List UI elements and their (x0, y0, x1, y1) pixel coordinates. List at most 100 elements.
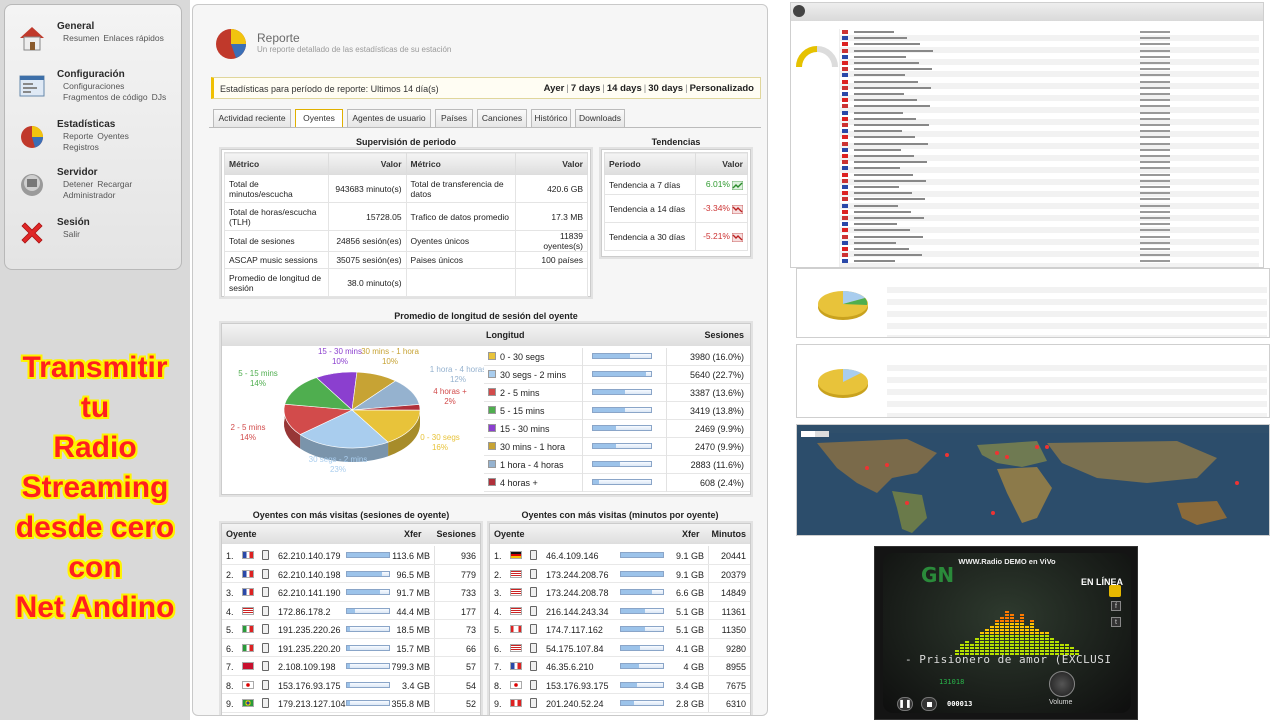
settings-window-icon[interactable] (17, 71, 47, 101)
nav-link-reporte[interactable]: Reporte (63, 131, 94, 141)
period-link-personalizado[interactable]: Personalizado (689, 83, 754, 94)
period-link-7days[interactable]: 7 days (570, 83, 601, 94)
listener-ip[interactable]: 153.176.93.175 (546, 680, 609, 691)
eq-segment (1065, 650, 1069, 652)
nav-link-djs[interactable]: DJs (151, 92, 167, 102)
eq-segment (1040, 650, 1044, 652)
thumb-flag-icon (842, 160, 848, 165)
listener-ip[interactable]: 216.144.243.34 (546, 606, 609, 617)
listener-ip[interactable]: 179.213.127.104 (278, 699, 346, 709)
eq-segment (995, 641, 999, 643)
period-link-ayer[interactable]: Ayer (543, 83, 565, 94)
listener-ip[interactable]: 174.7.117.162 (546, 625, 603, 635)
country-flag-icon (510, 680, 522, 689)
device-icon (530, 550, 537, 560)
eq-segment (1025, 647, 1029, 649)
nav-link-registros[interactable]: Registros (63, 142, 99, 152)
eq-segment (1030, 620, 1034, 622)
home-icon[interactable] (17, 23, 47, 53)
map-tab-mapa[interactable] (801, 431, 815, 437)
listener-ip[interactable]: 62.210.140.198 (278, 569, 341, 580)
facebook-icon[interactable]: f (1111, 601, 1121, 611)
nav-link-fragmentos[interactable]: Fragmentos de código (63, 92, 148, 102)
pie-chart-icon[interactable] (17, 121, 47, 151)
tab-oyentes[interactable]: Oyentes (295, 109, 343, 128)
period-link-14days[interactable]: 14 days (606, 83, 642, 94)
country-flag-icon (242, 643, 254, 652)
nav-link-administrador[interactable]: Administrador (63, 190, 116, 200)
period-link-30days[interactable]: 30 days (648, 83, 684, 94)
volume-knob[interactable] (1049, 671, 1075, 697)
listener-ip[interactable]: 62.210.140.179 (278, 551, 341, 561)
trends-table: Periodo Valor Tendencia a 7 días 6.01% T… (604, 152, 749, 251)
metric-value: 38.0 minuto(s) (327, 268, 407, 297)
thumb-text-line (854, 186, 899, 188)
twitter-icon[interactable]: t (1111, 617, 1121, 627)
listener-ip[interactable]: 54.175.107.84 (546, 643, 604, 654)
tab-agentes[interactable]: Agentes de usuario (347, 109, 431, 127)
country-flag-icon (242, 588, 254, 596)
nav-title-general[interactable]: General (57, 21, 95, 32)
share-icon[interactable] (1109, 585, 1121, 597)
nav-title-session[interactable]: Sesión (57, 217, 90, 228)
close-x-icon[interactable] (17, 219, 47, 249)
nav-link-detener[interactable]: Detener (63, 179, 94, 189)
listener-ip[interactable]: 191.235.220.26 (278, 625, 341, 635)
listener-ip[interactable]: 173.244.208.78 (546, 588, 609, 598)
eq-segment (1065, 653, 1069, 655)
tab-paises[interactable]: Países (435, 109, 473, 127)
listener-ip[interactable]: 173.244.208.76 (546, 569, 609, 580)
eq-segment (1020, 623, 1024, 625)
country-flag-icon (242, 551, 254, 559)
session-length-row: 4 horas + 608 (2.4%) (484, 474, 750, 492)
nav-title-stats[interactable]: Estadísticas (57, 119, 116, 130)
eq-segment (1050, 641, 1054, 643)
nav-link-resumen[interactable]: Resumen (63, 33, 100, 43)
eq-segment (1000, 617, 1004, 619)
pause-button[interactable]: ❚❚ (897, 697, 913, 711)
listener-ip[interactable]: 46.35.6.210 (546, 662, 594, 672)
listener-value: 7675 (725, 680, 746, 691)
nav-link-configuraciones[interactable]: Configuraciones (63, 81, 125, 91)
listener-bar (620, 626, 664, 632)
eq-segment (975, 650, 979, 652)
thumb-text-line (1140, 148, 1170, 151)
tab-downloads[interactable]: Downloads (575, 109, 625, 127)
tab-canciones[interactable]: Canciones (477, 109, 527, 127)
map-tab-satelite[interactable] (815, 431, 829, 437)
server-icon[interactable] (17, 169, 47, 199)
listener-row: 1. 62.210.140.179 113.6 MB 936 (222, 546, 480, 565)
thumb-flag-icon (842, 73, 848, 78)
promo-line: Radio (53, 431, 137, 464)
thumb-flag-icon (842, 92, 848, 96)
thumb-flag-icon (842, 228, 848, 233)
nav-link-salir[interactable]: Salir (63, 229, 81, 239)
tab-actividad[interactable]: Actividad reciente (213, 109, 291, 127)
listener-ip[interactable]: 153.176.93.175 (278, 680, 341, 691)
listener-ip[interactable]: 46.4.109.146 (546, 551, 599, 561)
listener-ip[interactable]: 172.86.178.2 (278, 606, 331, 617)
nav-link-recargar[interactable]: Recargar (97, 179, 133, 189)
eq-segment (1010, 629, 1014, 631)
thumb-flag-icon (842, 240, 848, 245)
top-minutes-header: Oyente Xfer Minutos (490, 524, 750, 544)
listener-ip[interactable]: 2.108.109.198 (278, 662, 336, 672)
listener-value: 936 (460, 551, 476, 561)
tab-historico[interactable]: Histórico (531, 109, 571, 127)
nav-section-server: Servidor Detener Recargar Administrador (5, 167, 183, 215)
nav-link-oyentes[interactable]: Oyentes (97, 131, 129, 141)
listener-ip[interactable]: 191.235.220.20 (278, 643, 341, 654)
nav-title-config[interactable]: Configuración (57, 69, 125, 80)
pie-slice-side (284, 404, 301, 449)
nav-link-enlaces[interactable]: Enlaces rápidos (103, 33, 164, 43)
eq-segment (1050, 653, 1054, 655)
listener-value: 20441 (720, 551, 746, 561)
listener-ip[interactable]: 201.240.52.24 (546, 699, 604, 709)
eq-segment (1000, 644, 1004, 646)
stop-button[interactable] (921, 697, 937, 711)
country-flag-icon (242, 625, 254, 633)
nav-title-server[interactable]: Servidor (57, 167, 98, 178)
thumb-flag-icon (842, 129, 848, 134)
metric-value: 100 países (515, 251, 588, 269)
listener-ip[interactable]: 62.210.141.190 (278, 588, 341, 598)
